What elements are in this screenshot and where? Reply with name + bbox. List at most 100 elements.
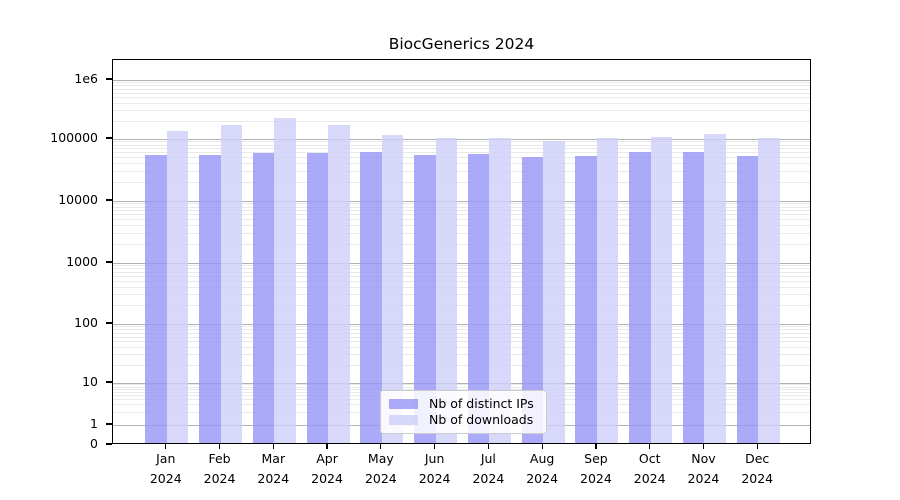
y-tick-mark [106, 78, 112, 80]
x-tick-mark [702, 444, 705, 449]
x-tick-year: 2024 [257, 470, 290, 486]
x-tick-mark [434, 444, 436, 449]
legend-label-distinct-ips: Nb of distinct IPs [429, 395, 534, 411]
gridline-minor [113, 85, 810, 87]
x-tick-month: Aug [529, 451, 555, 466]
gridline-minor [113, 152, 810, 154]
x-tick-month: Jul [480, 451, 496, 466]
gridline-minor [113, 364, 810, 366]
legend-label-downloads: Nb of downloads [429, 411, 534, 427]
x-tick-month: Sep [584, 451, 608, 466]
gridline-minor [113, 203, 810, 205]
gridline-minor [113, 181, 810, 183]
x-tick-mark [272, 444, 274, 449]
y-tick-mark [106, 137, 112, 139]
x-tick-year: 2024 [633, 470, 666, 486]
gridline-major [113, 200, 810, 202]
gridline-minor [113, 88, 810, 90]
bar-oct-distinct-ips [629, 152, 651, 443]
x-tick-month: Oct [638, 451, 661, 466]
gridline-minor [113, 206, 810, 208]
chart-title: BiocGenerics 2024 [388, 35, 535, 53]
x-tick-label-mar: Mar 2024 [243, 449, 303, 488]
bar-may-distinct-ips [360, 151, 382, 443]
bar-dec-downloads [758, 138, 780, 443]
gridline-minor [113, 102, 810, 104]
x-tick-year: 2024 [687, 470, 720, 486]
bar-aug-downloads [543, 140, 565, 443]
y-tick-label: 10 [82, 374, 98, 389]
bar-nov-downloads [704, 133, 726, 443]
gridline-minor [113, 265, 810, 267]
x-tick-mark [487, 444, 489, 449]
gridline-minor [113, 384, 810, 386]
bar-apr-downloads [328, 125, 350, 443]
x-tick-mark [380, 444, 382, 449]
x-tick-year: 2024 [418, 470, 451, 486]
y-tick-mark [106, 199, 112, 201]
x-tick-mark [165, 444, 167, 449]
gridline-minor [113, 120, 810, 122]
gridline-minor [113, 163, 810, 165]
x-tick-mark [649, 444, 651, 449]
gridline-minor [113, 225, 810, 227]
x-tick-label-nov: Nov 2024 [673, 449, 733, 488]
gridline-minor [113, 141, 810, 143]
x-tick-label-jul: Jul 2024 [458, 449, 518, 488]
x-tick-month: Jun [424, 451, 445, 466]
gridline-minor [113, 210, 810, 212]
bar-jan-distinct-ips [145, 155, 167, 443]
gridline-minor [113, 157, 810, 159]
gridline-minor [113, 97, 810, 99]
x-tick-label-oct: Oct 2024 [620, 449, 680, 488]
x-tick-month: May [367, 451, 394, 466]
bar-feb-downloads [220, 125, 243, 443]
bar-may-downloads [381, 134, 404, 443]
x-tick-month: Mar [261, 451, 286, 466]
y-tick-mark [106, 381, 112, 383]
gridline-minor [113, 82, 810, 84]
x-tick-year: 2024 [526, 470, 559, 486]
bar-jul-distinct-ips [467, 153, 490, 443]
bar-mar-downloads [274, 118, 296, 443]
bar-dec-distinct-ips [736, 156, 759, 443]
x-tick-label-sep: Sep 2024 [566, 449, 626, 488]
bar-jul-downloads [489, 137, 511, 443]
bar-aug-distinct-ips [521, 157, 544, 443]
gridline-minor [113, 170, 810, 172]
gridline-minor [113, 276, 810, 278]
gridline-major [113, 382, 810, 384]
gridline-minor [113, 386, 810, 388]
bar-feb-distinct-ips [199, 155, 221, 443]
x-tick-month: Apr [316, 451, 338, 466]
x-tick-label-aug: Aug 2024 [512, 449, 572, 488]
gridline-minor [113, 214, 810, 216]
x-tick-year: 2024 [149, 470, 182, 486]
bar-apr-distinct-ips [306, 152, 329, 443]
gridline-minor [113, 280, 810, 282]
x-tick-label-apr: Apr 2024 [297, 449, 357, 488]
y-tick-label: 1 [90, 416, 98, 431]
x-tick-label-dec: Dec 2024 [727, 449, 787, 488]
gridline-major [113, 79, 810, 81]
gridline-major [113, 262, 810, 264]
legend-item-distinct-ips: Nb of distinct IPs [389, 395, 538, 411]
bars-layer [113, 60, 810, 443]
bar-oct-downloads [650, 136, 673, 443]
gridline-minor [113, 92, 810, 94]
bar-mar-distinct-ips [252, 153, 275, 443]
x-tick-month: Jan [156, 451, 176, 466]
gridline-minor [113, 389, 810, 390]
gridline-minor [113, 243, 810, 245]
gridline-minor [113, 329, 810, 331]
x-tick-year: 2024 [580, 470, 612, 486]
gridline-minor [113, 336, 810, 338]
bar-jan-downloads [166, 131, 189, 443]
y-tick-mark [106, 322, 112, 324]
gridline-minor [113, 232, 810, 234]
plot-area: Nb of distinct IPs Nb of downloads [112, 59, 811, 444]
gridline-minor [113, 346, 810, 348]
bar-jun-distinct-ips [414, 155, 436, 443]
x-tick-mark [218, 444, 221, 449]
